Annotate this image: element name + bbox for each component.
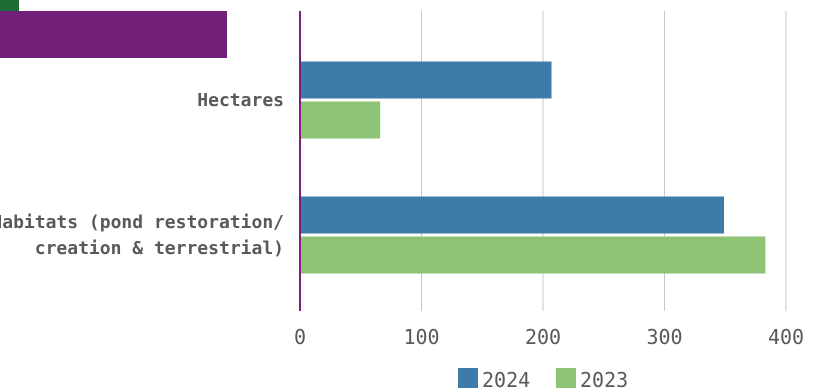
header-band [0, 11, 227, 58]
bar-2023-1 [300, 236, 766, 274]
x-tick-label: 200 [525, 325, 561, 349]
x-tick-label: 400 [768, 325, 804, 349]
x-tick-label: 100 [403, 325, 439, 349]
bar-2023-0 [300, 101, 381, 139]
legend-swatch-2023 [556, 368, 576, 388]
bar-2024-0 [300, 61, 552, 99]
legend-swatch-2024 [458, 368, 478, 388]
corner-accent [0, 0, 19, 14]
category-label: Habitats (pond restoration/ [0, 212, 284, 233]
category-label: Hectares [197, 90, 284, 111]
bar-2024-1 [300, 196, 725, 234]
x-tick-label: 300 [646, 325, 682, 349]
legend-label: 2024 [482, 368, 530, 392]
x-tick-label: 0 [294, 325, 306, 349]
legend-label: 2023 [580, 368, 628, 392]
category-label: creation & terrestrial) [35, 238, 284, 259]
